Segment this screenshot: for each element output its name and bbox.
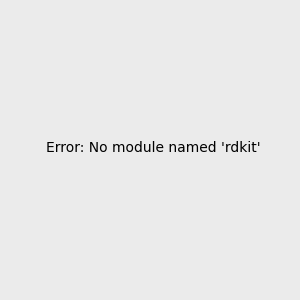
Text: Error: No module named 'rdkit': Error: No module named 'rdkit' — [46, 140, 261, 154]
